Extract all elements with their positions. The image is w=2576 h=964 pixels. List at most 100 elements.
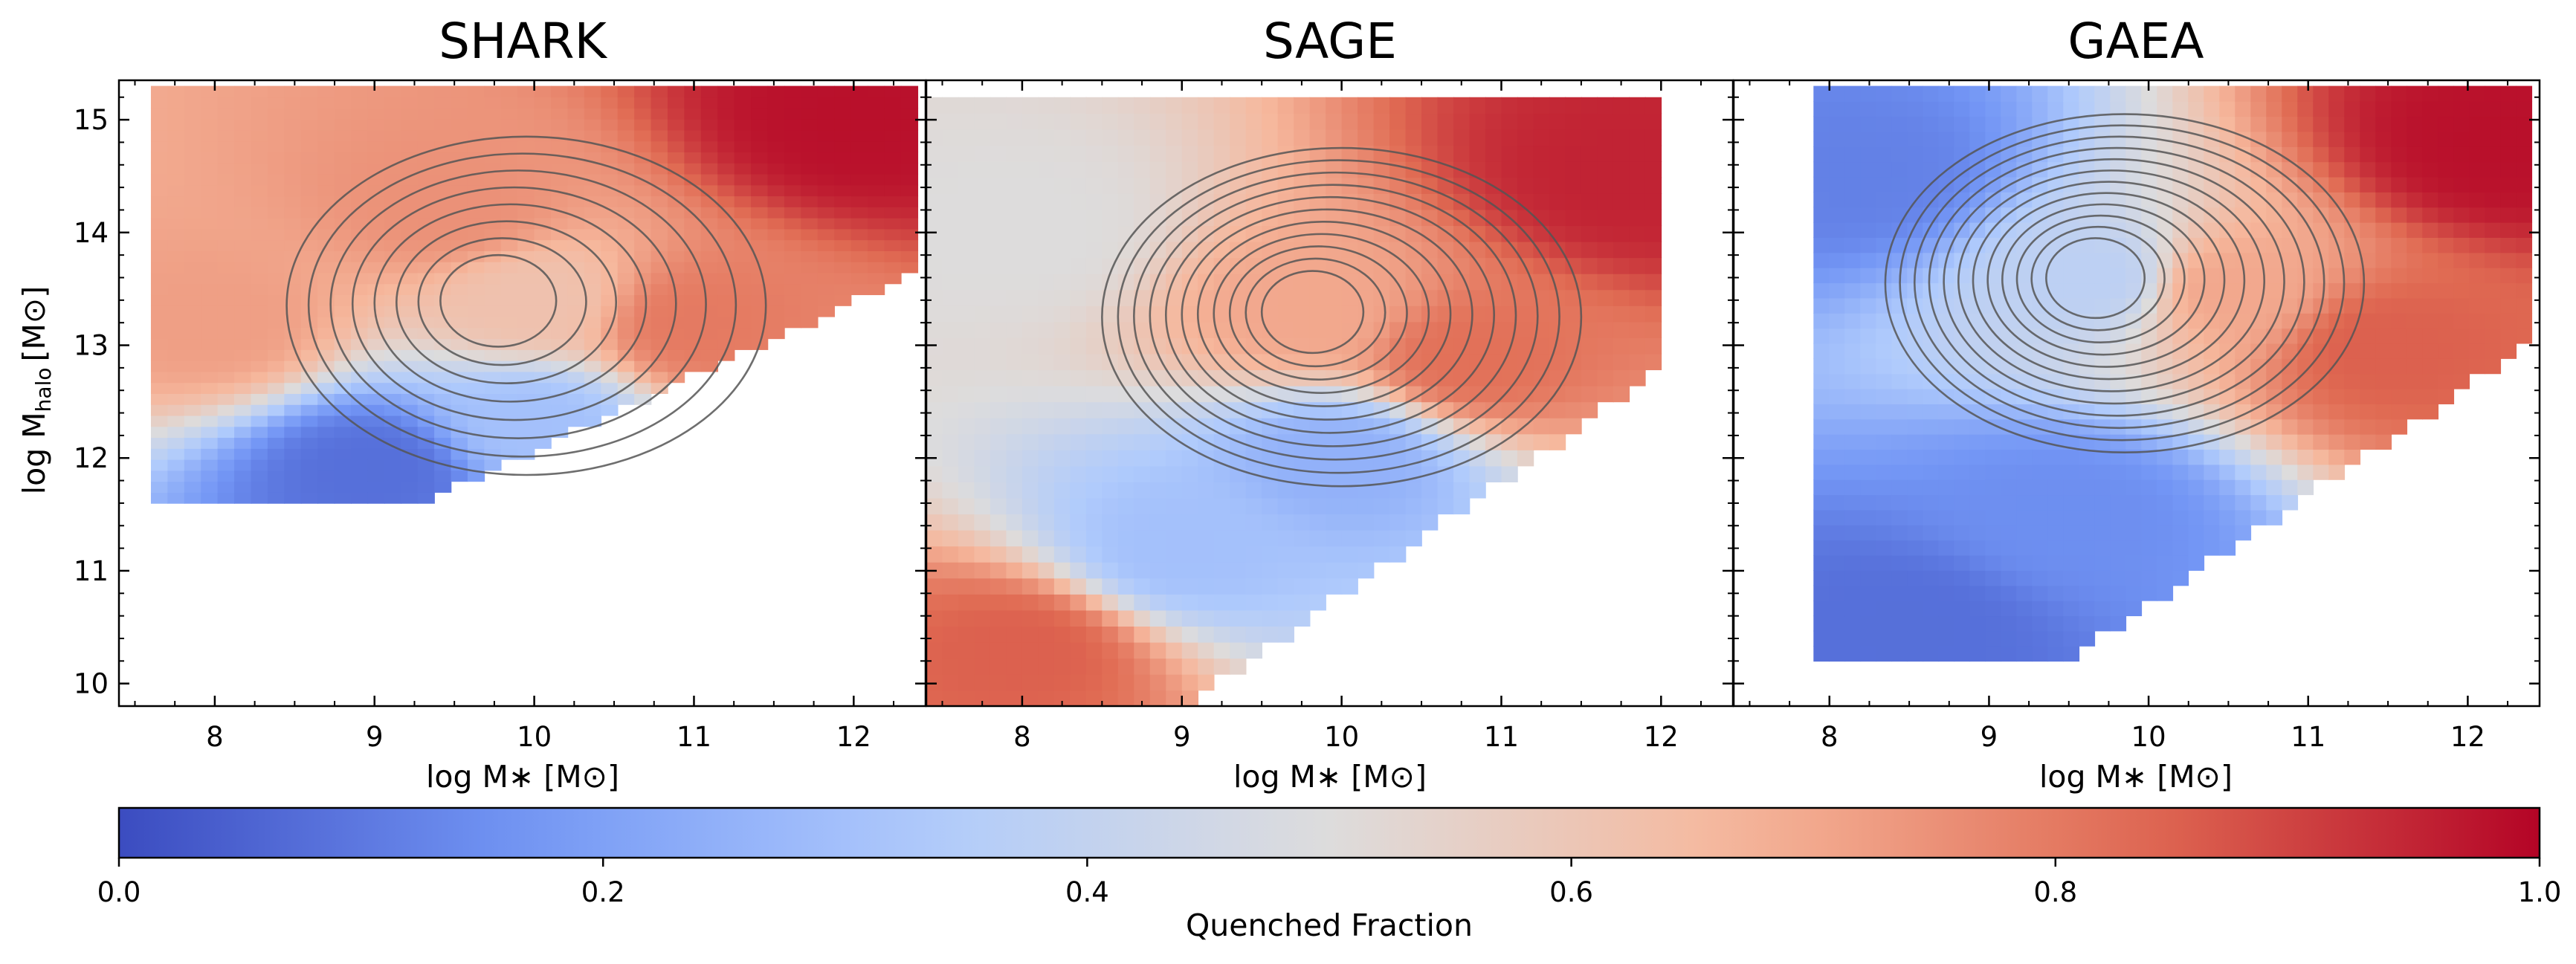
heat-cell [2344,404,2361,420]
heat-cell [1985,85,2002,102]
heat-cell [351,470,369,482]
heat-cell [1181,626,1199,643]
heat-cell [601,316,619,329]
heat-cell [2500,267,2517,284]
heat-cell [1613,97,1630,114]
heat-cell [1117,546,1135,563]
heat-cell [2094,373,2111,389]
heat-cell [651,173,668,186]
heat-cell [942,658,959,675]
heat-cell [2063,449,2080,465]
heat-cell [2235,146,2252,163]
heat-cell [417,228,435,241]
heat-cell [2047,540,2065,556]
heat-cell [2032,645,2049,662]
heat-cell [634,250,652,262]
heat-cell [300,492,318,504]
heat-cell [1070,177,1087,194]
heat-cell [1923,509,1940,525]
heat-cell [1198,658,1215,675]
heat-cell [300,173,318,186]
contour-line [2045,237,2146,320]
heat-cell [1453,177,1471,194]
heat-cell [958,209,975,227]
heat-cell [1053,658,1071,675]
heat-cell [1277,529,1294,547]
heat-cell [2438,85,2455,102]
heat-cell [2406,176,2424,193]
heat-cell [484,404,502,416]
heat-cell [2391,313,2408,329]
heat-cell [1085,161,1103,178]
heat-cell [150,327,169,340]
heat-cell [667,239,685,251]
heat-cell [484,459,502,471]
heat-cell [751,140,769,153]
heat-cell [2438,237,2455,253]
heat-cell [267,118,285,131]
heat-cell [990,145,1007,162]
heat-cell [2391,373,2408,389]
heat-cell [1844,100,1862,117]
heat-cell [767,173,785,186]
heat-cell [1309,257,1326,274]
heat-cell [1860,282,1877,299]
heat-cell [2063,221,2080,238]
heat-cell [251,382,268,394]
heat-cell [167,152,185,164]
heat-cell [2313,267,2330,284]
heat-cell [2094,388,2111,404]
heat-cell [834,97,852,109]
heat-cell [1876,540,1893,556]
heat-cell [234,173,252,186]
heat-cell [974,433,991,450]
heat-cell [734,294,752,306]
heat-cell [1294,482,1311,499]
heat-cell [817,118,835,131]
heat-cell [1117,465,1135,482]
x-tick-label: 9 [1981,721,1998,753]
heat-cell [926,433,943,450]
heat-cell [584,162,602,175]
heat-cell [2032,630,2049,647]
heat-cell [367,338,385,350]
heat-cell [1181,497,1199,515]
contour-line [1943,158,2285,405]
heat-cell [801,140,819,153]
heat-cell [234,261,252,274]
heat-cell [1117,561,1135,579]
heat-cell [926,594,943,611]
heat-cell [2469,221,2486,238]
heat-cell [1629,305,1646,323]
heat-cell [1134,658,1151,675]
heat-cell [1102,497,1119,515]
heat-cell [1230,385,1247,403]
heat-cell [267,360,285,372]
heat-cell [2469,252,2486,268]
heat-cell [551,239,569,251]
heat-cell [517,272,535,285]
heat-cell [1421,209,1439,227]
heat-cell [150,360,169,372]
heat-cell [1053,450,1071,467]
heat-cell [384,316,402,329]
heat-cell [1517,337,1534,355]
heat-cell [1341,97,1358,114]
heat-cell [1549,321,1566,338]
heat-cell [850,184,868,197]
heat-cell [1326,305,1343,323]
heat-cell [1230,626,1247,643]
heat-cell [1844,207,1862,223]
heat-cell [234,250,252,262]
heat-cell [2297,116,2314,132]
heat-cell [2406,358,2424,375]
heat-cell [1373,337,1390,355]
heat-cell [1405,129,1422,146]
heat-cell [1891,449,1908,465]
heat-cell [1876,645,1893,662]
heat-cell [284,327,302,340]
heat-cell [2157,509,2174,525]
heat-cell [1453,209,1471,227]
heat-cell [958,690,975,706]
heat-cell [184,327,202,340]
